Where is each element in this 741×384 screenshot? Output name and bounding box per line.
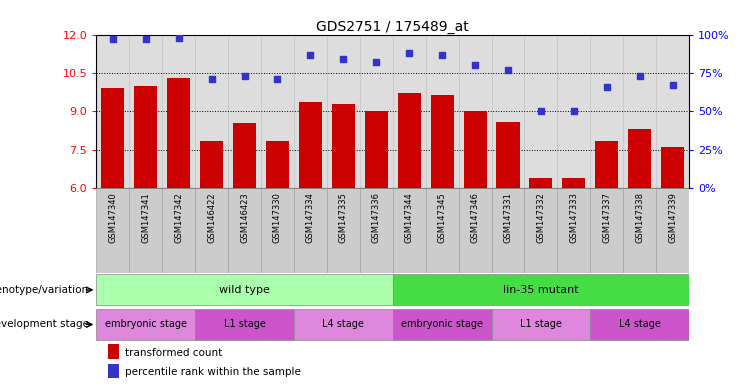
Bar <box>595 141 618 188</box>
Bar <box>294 188 327 273</box>
Point <box>403 50 415 56</box>
Bar <box>491 309 591 340</box>
Text: GSM147333: GSM147333 <box>569 192 579 243</box>
Bar <box>200 141 223 188</box>
Bar <box>162 188 195 273</box>
Bar <box>464 111 487 188</box>
Point <box>337 56 349 62</box>
Text: GSM147345: GSM147345 <box>438 192 447 243</box>
Bar <box>294 309 393 340</box>
Bar <box>623 188 657 273</box>
Point <box>173 35 185 41</box>
Point <box>140 36 152 42</box>
Text: embryonic stage: embryonic stage <box>401 319 483 329</box>
Bar <box>591 188 623 273</box>
Point <box>206 76 218 82</box>
Text: L4 stage: L4 stage <box>619 319 661 329</box>
Bar <box>233 123 256 188</box>
Text: percentile rank within the sample: percentile rank within the sample <box>124 367 301 377</box>
Bar <box>228 188 261 273</box>
Text: lin-35 mutant: lin-35 mutant <box>503 285 579 295</box>
Bar <box>129 188 162 273</box>
Text: GSM147330: GSM147330 <box>273 192 282 243</box>
Bar <box>398 93 421 188</box>
Text: GSM147334: GSM147334 <box>306 192 315 243</box>
Point <box>601 84 613 90</box>
Bar <box>661 147 684 188</box>
Point <box>667 82 679 88</box>
Bar <box>102 88 124 188</box>
Bar <box>266 141 289 188</box>
Text: GSM147336: GSM147336 <box>372 192 381 243</box>
Text: GSM147342: GSM147342 <box>174 192 183 243</box>
Text: GSM146423: GSM146423 <box>240 192 249 243</box>
Bar <box>557 188 591 273</box>
Text: L4 stage: L4 stage <box>322 319 365 329</box>
Point <box>271 76 283 82</box>
Text: GSM147338: GSM147338 <box>635 192 644 243</box>
Text: GSM147346: GSM147346 <box>471 192 479 243</box>
Bar <box>529 178 553 188</box>
Bar <box>195 188 228 273</box>
Point <box>469 62 481 68</box>
Bar <box>393 274 689 306</box>
Bar <box>591 309 689 340</box>
Bar <box>134 86 157 188</box>
Text: GSM147337: GSM147337 <box>602 192 611 243</box>
Point <box>535 108 547 114</box>
Point <box>436 51 448 58</box>
Bar <box>562 178 585 188</box>
Bar <box>491 188 525 273</box>
Text: GSM147339: GSM147339 <box>668 192 677 243</box>
Point <box>634 73 645 79</box>
Text: development stage: development stage <box>0 319 89 329</box>
Bar <box>393 309 491 340</box>
Bar <box>332 104 355 188</box>
Bar <box>195 309 294 340</box>
Text: L1 stage: L1 stage <box>520 319 562 329</box>
Title: GDS2751 / 175489_at: GDS2751 / 175489_at <box>316 20 469 33</box>
Point <box>370 59 382 65</box>
Bar <box>431 95 453 188</box>
Bar <box>657 188 689 273</box>
Point <box>305 51 316 58</box>
Bar <box>167 78 190 188</box>
Bar <box>393 188 425 273</box>
Point <box>502 67 514 73</box>
Bar <box>108 344 119 359</box>
Text: GSM147344: GSM147344 <box>405 192 413 243</box>
Text: transformed count: transformed count <box>124 348 222 358</box>
Bar <box>96 274 393 306</box>
Text: GSM147332: GSM147332 <box>536 192 545 243</box>
Bar <box>261 188 294 273</box>
Bar <box>496 122 519 188</box>
Text: GSM147331: GSM147331 <box>503 192 513 243</box>
Bar <box>525 188 557 273</box>
Bar <box>96 188 129 273</box>
Bar <box>425 188 459 273</box>
Bar <box>459 188 491 273</box>
Text: GSM147335: GSM147335 <box>339 192 348 243</box>
Point <box>239 73 250 79</box>
Text: embryonic stage: embryonic stage <box>104 319 187 329</box>
Bar <box>628 129 651 188</box>
Bar <box>108 364 119 378</box>
Text: wild type: wild type <box>219 285 270 295</box>
Bar <box>96 309 195 340</box>
Point <box>107 36 119 42</box>
Text: L1 stage: L1 stage <box>224 319 265 329</box>
Bar <box>365 111 388 188</box>
Bar <box>327 188 360 273</box>
Text: genotype/variation: genotype/variation <box>0 285 89 295</box>
Text: GSM146422: GSM146422 <box>207 192 216 243</box>
Bar <box>299 103 322 188</box>
Point <box>568 108 579 114</box>
Text: GSM147341: GSM147341 <box>142 192 150 243</box>
Bar <box>360 188 393 273</box>
Text: GSM147340: GSM147340 <box>108 192 117 243</box>
